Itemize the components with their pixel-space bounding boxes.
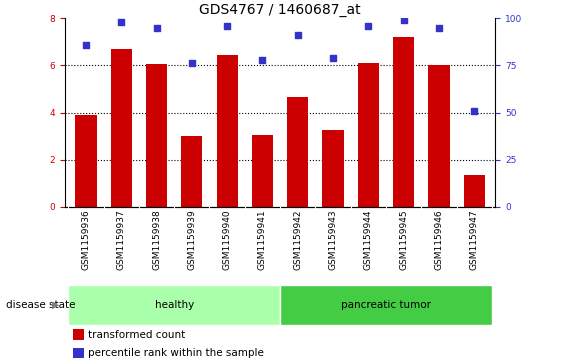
Bar xyxy=(146,64,167,207)
Bar xyxy=(68,285,280,325)
Text: percentile rank within the sample: percentile rank within the sample xyxy=(88,348,264,358)
Point xyxy=(364,23,373,29)
Bar xyxy=(73,330,84,340)
Text: GSM1159940: GSM1159940 xyxy=(222,209,231,270)
Text: GSM1159937: GSM1159937 xyxy=(117,209,126,270)
Bar xyxy=(464,175,485,207)
Point xyxy=(470,108,479,114)
Bar xyxy=(358,63,379,207)
Point xyxy=(187,61,196,66)
Point xyxy=(117,19,126,25)
Point xyxy=(152,25,161,30)
Text: GSM1159947: GSM1159947 xyxy=(470,209,479,270)
Point xyxy=(435,25,444,30)
Title: GDS4767 / 1460687_at: GDS4767 / 1460687_at xyxy=(199,3,361,17)
Bar xyxy=(217,55,238,207)
Bar xyxy=(75,115,96,207)
Text: GSM1159939: GSM1159939 xyxy=(187,209,196,270)
Text: pancreatic tumor: pancreatic tumor xyxy=(341,300,431,310)
Text: ▶: ▶ xyxy=(52,300,59,310)
Text: GSM1159942: GSM1159942 xyxy=(293,209,302,270)
Point xyxy=(329,55,338,61)
Bar xyxy=(111,49,132,207)
Text: GSM1159938: GSM1159938 xyxy=(152,209,161,270)
Bar xyxy=(393,37,414,207)
Text: GSM1159946: GSM1159946 xyxy=(435,209,444,270)
Bar xyxy=(323,130,343,207)
Point xyxy=(82,42,91,48)
Point xyxy=(222,23,231,29)
Text: GSM1159943: GSM1159943 xyxy=(329,209,338,270)
Text: disease state: disease state xyxy=(6,300,75,310)
Bar xyxy=(287,97,309,207)
Text: GSM1159945: GSM1159945 xyxy=(399,209,408,270)
Text: healthy: healthy xyxy=(155,300,194,310)
Bar xyxy=(73,348,84,358)
Text: GSM1159944: GSM1159944 xyxy=(364,209,373,270)
Bar xyxy=(181,136,203,207)
Point xyxy=(399,17,408,23)
Point xyxy=(258,57,267,62)
Bar xyxy=(428,65,449,207)
Text: GSM1159936: GSM1159936 xyxy=(82,209,91,270)
Point xyxy=(293,32,302,38)
Bar xyxy=(252,135,273,207)
Text: GSM1159941: GSM1159941 xyxy=(258,209,267,270)
Bar xyxy=(280,285,492,325)
Text: transformed count: transformed count xyxy=(88,330,186,340)
